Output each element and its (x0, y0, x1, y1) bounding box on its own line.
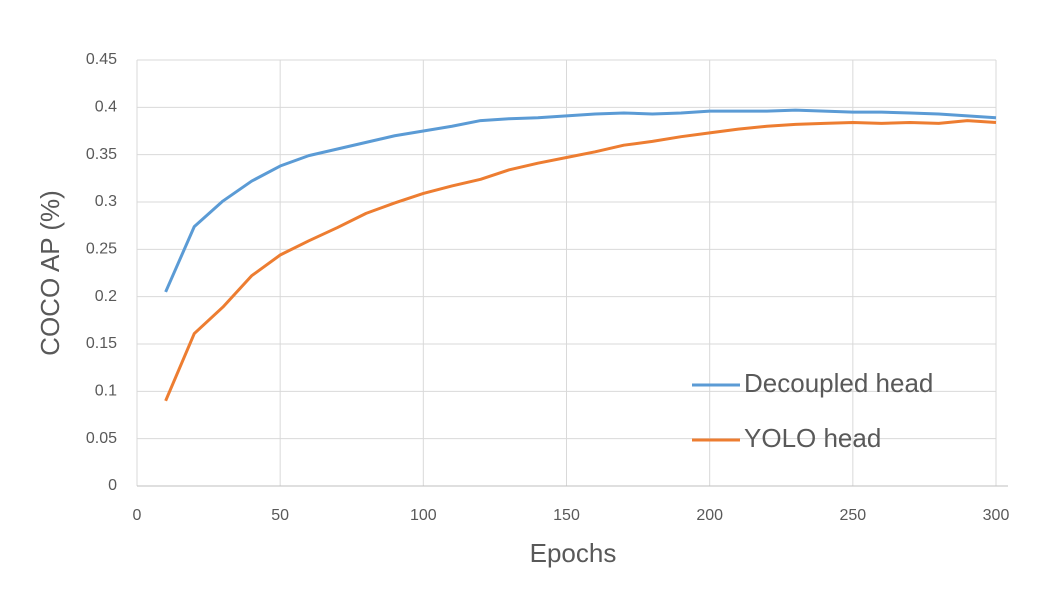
y-tick-label: 0.45 (86, 51, 117, 68)
y-tick-label: 0.15 (86, 335, 117, 352)
x-axis-title: Epochs (530, 538, 617, 568)
legend-label: Decoupled head (744, 368, 933, 398)
legend-label: YOLO head (744, 423, 881, 453)
y-axis-title: COCO AP (%) (35, 190, 65, 356)
x-tick-label: 100 (410, 507, 437, 524)
x-tick-label: 150 (553, 507, 580, 524)
x-tick-label: 250 (839, 507, 866, 524)
y-tick-label: 0 (108, 477, 117, 494)
y-tick-label: 0.2 (95, 288, 117, 305)
x-tick-label: 50 (271, 507, 289, 524)
x-tick-label: 0 (133, 507, 142, 524)
x-tick-label: 200 (696, 507, 723, 524)
x-tick-label: 300 (983, 507, 1010, 524)
line (164, 119, 997, 402)
y-tick-label: 0.35 (86, 146, 117, 163)
y-tick-label: 0.05 (86, 430, 117, 447)
y-tick-label: 0.4 (95, 99, 117, 116)
line (164, 108, 997, 293)
y-tick-label: 0.1 (95, 383, 117, 400)
y-tick-label: 0.25 (86, 241, 117, 258)
y-tick-label: 0.3 (95, 193, 117, 210)
